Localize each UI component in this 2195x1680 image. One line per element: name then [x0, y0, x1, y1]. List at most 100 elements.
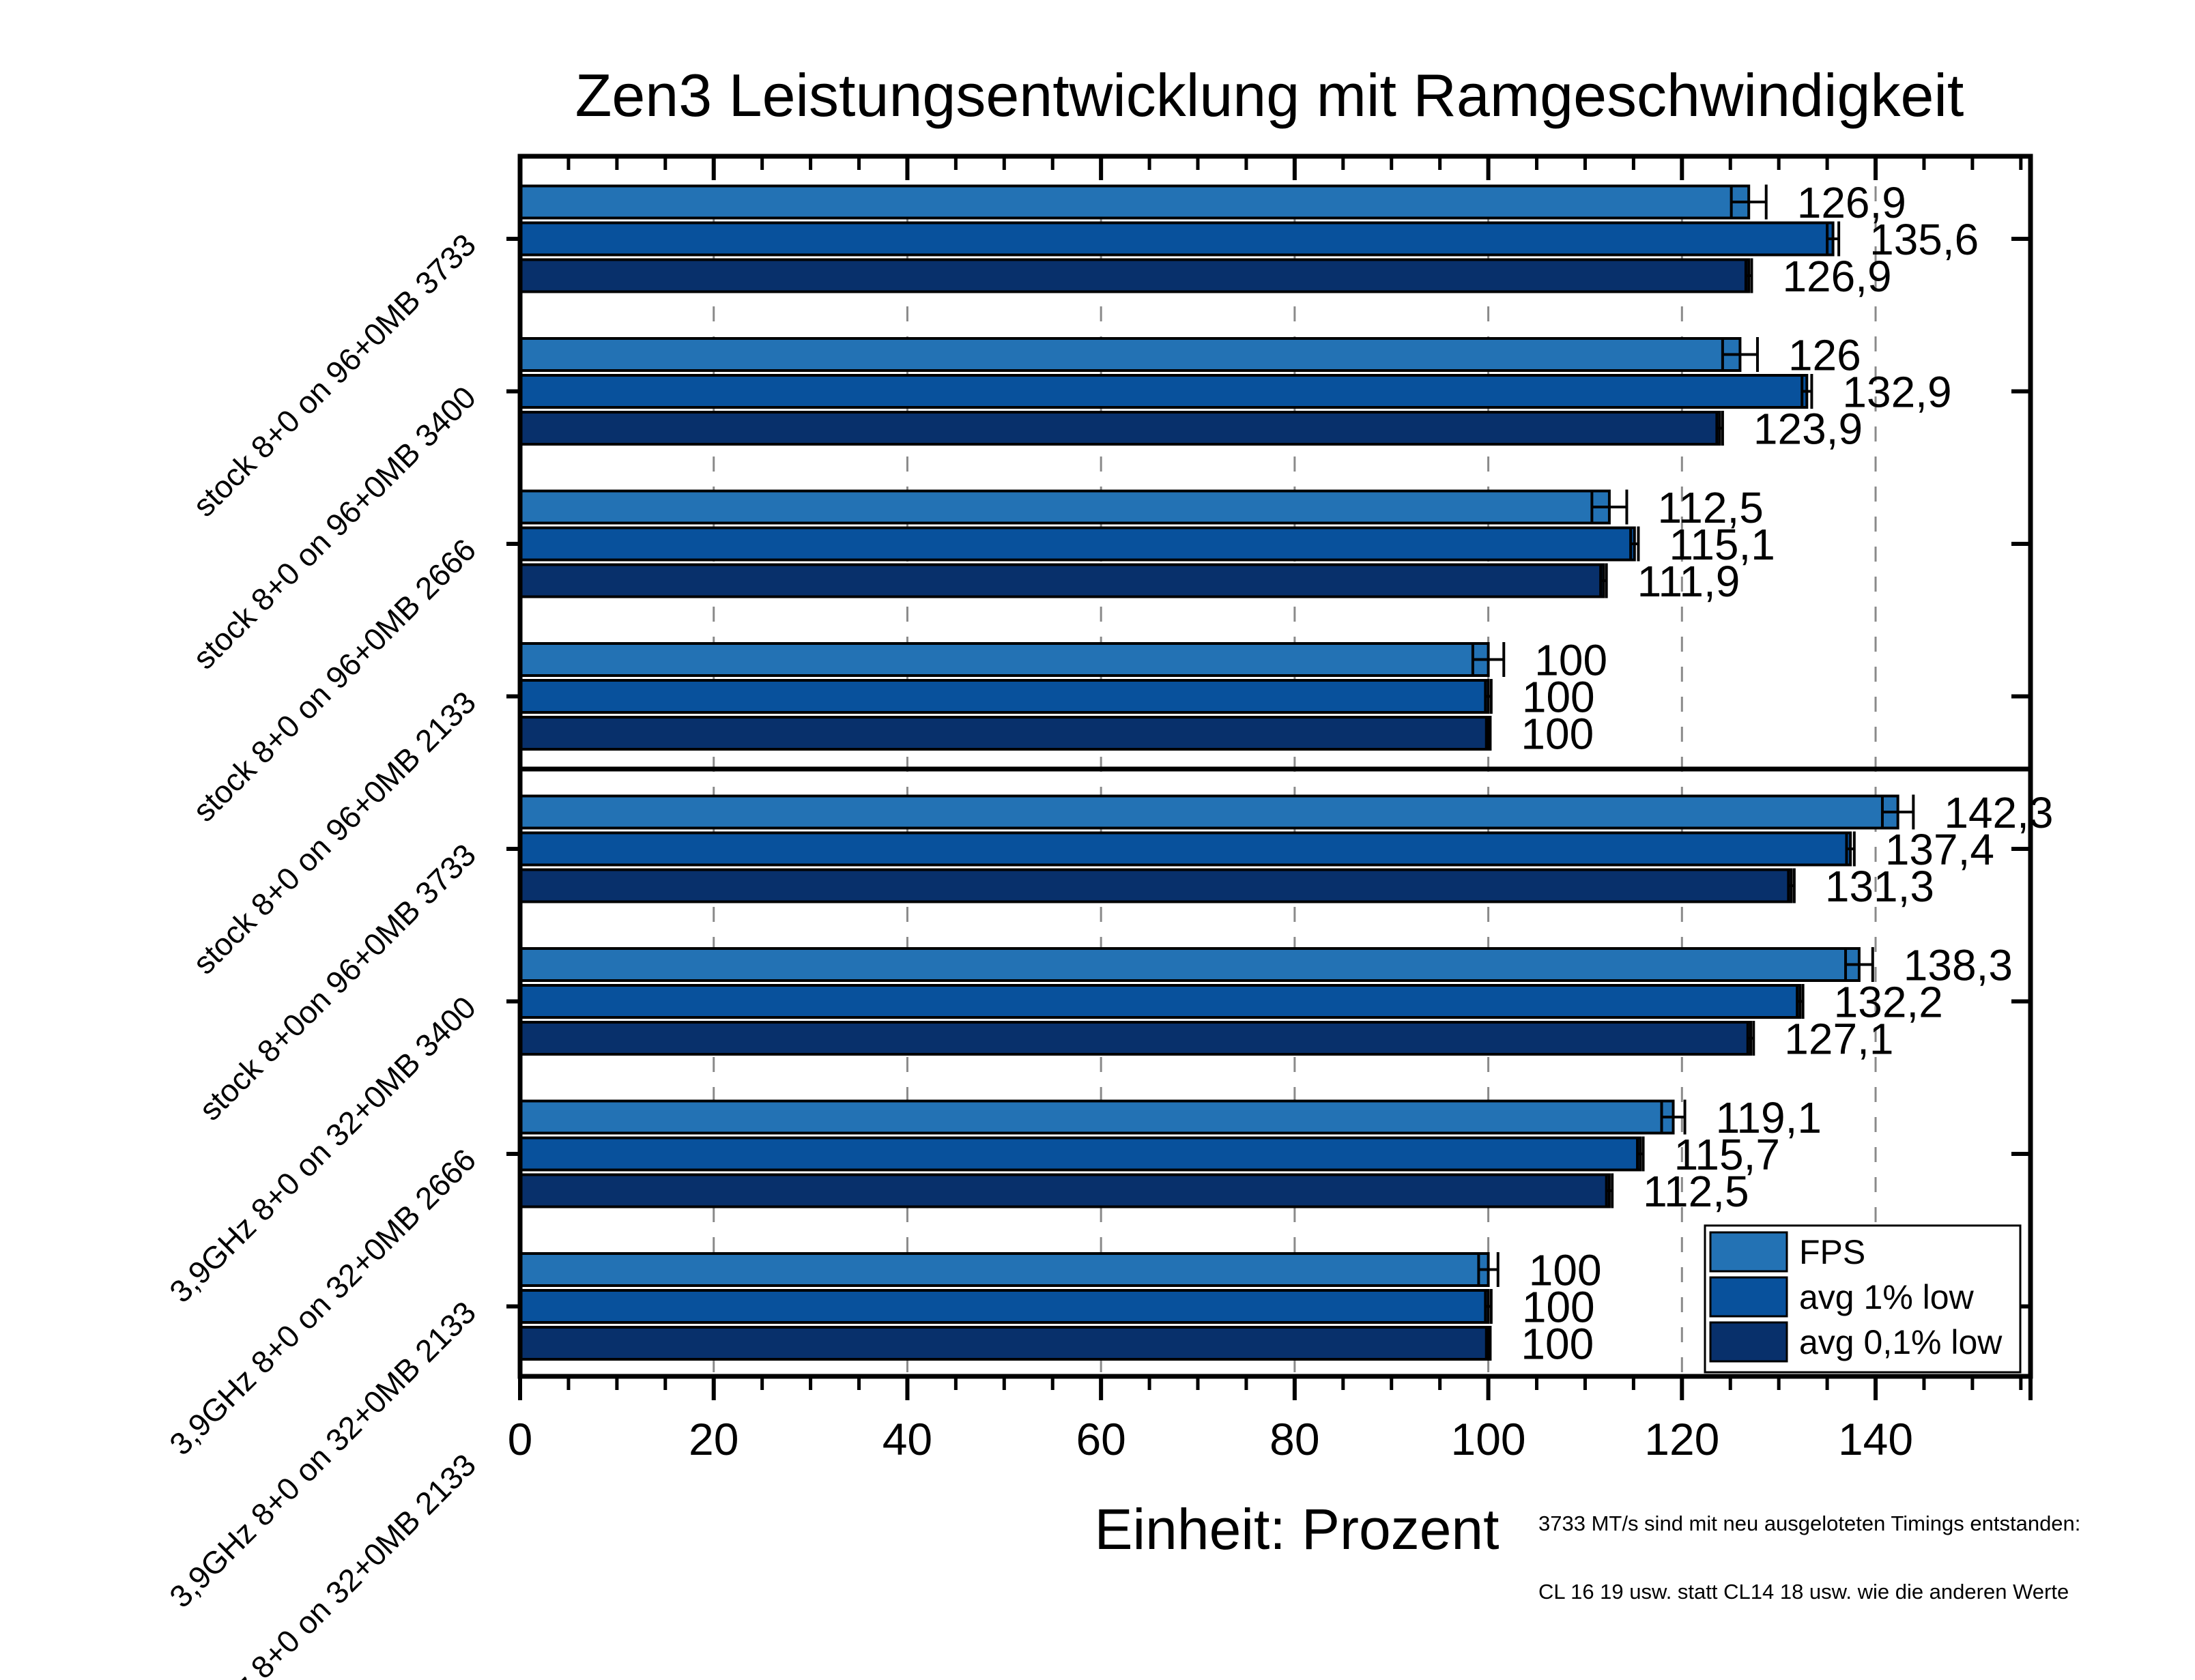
bar: [519, 411, 1721, 446]
error-bar: [1730, 184, 1768, 220]
data-label: 100: [1522, 1283, 1595, 1332]
legend-item: FPS: [1709, 1231, 1865, 1273]
legend-item: avg 1% low: [1709, 1276, 1975, 1318]
bar: [519, 563, 1605, 598]
data-label: 115,1: [1669, 520, 1775, 569]
data-label: 119,1: [1716, 1093, 1822, 1142]
x-tick-label: 0: [508, 1414, 533, 1464]
data-label: 126: [1788, 331, 1861, 380]
data-label: 111,9: [1637, 557, 1740, 606]
bar: [519, 642, 1490, 677]
bar: [519, 221, 1835, 257]
data-label: 132,2: [1834, 978, 1943, 1027]
category-label: stock 8+0 on 96+0MB 3400: [186, 379, 483, 676]
bar: [519, 1289, 1490, 1324]
bar: [519, 984, 1802, 1019]
bar: [519, 947, 1861, 982]
data-label: 100: [1521, 1320, 1594, 1369]
error-bar: [1826, 221, 1841, 257]
axes: 0 20 40 60 80 100 120 140: [506, 154, 2033, 1464]
error-bar: [1636, 1136, 1645, 1172]
legend-item: avg 0,1% low: [1709, 1321, 2003, 1363]
error-bar: [1599, 563, 1608, 598]
x-tick-label: 120: [1644, 1414, 1719, 1464]
legend-label: avg 0,1% low: [1799, 1323, 2003, 1361]
error-bar: [1844, 947, 1874, 982]
data-label: 126,9: [1797, 178, 1906, 227]
value-labels: 126,9135,6126,9126132,9123,9112,5115,111…: [1521, 178, 2053, 1369]
category-label: 3,9GHz 8+0 on 32+0MB 2133: [162, 1294, 483, 1614]
data-label: 126,9: [1782, 252, 1891, 301]
category-label: 3,9GHz 8+0 on 32+0MB 3400: [162, 989, 483, 1309]
x-tick-label: 140: [1838, 1414, 1913, 1464]
error-bar: [1715, 411, 1724, 446]
plot-frame: [517, 154, 2033, 1379]
data-label: 100: [1521, 710, 1594, 759]
error-bar: [1746, 1021, 1755, 1056]
bar: [519, 184, 1751, 220]
legend-swatch: [1709, 1276, 1788, 1318]
error-bar: [1744, 258, 1753, 293]
data-label: 135,6: [1869, 215, 1979, 264]
annotation-line-1: 3733 MT/s sind mit neu ausgeloteten Timi…: [1538, 1511, 2080, 1535]
bar: [519, 337, 1742, 372]
error-bar: [1721, 337, 1759, 372]
category-label: 3,9GHz 8+0 on 32+0MB 2666: [162, 1142, 483, 1462]
data-label: 112,5: [1643, 1167, 1749, 1216]
x-tick-label: 40: [883, 1414, 932, 1464]
data-label: 123,9: [1753, 405, 1863, 454]
error-bar: [1484, 1326, 1492, 1361]
error-bar: [1484, 716, 1492, 751]
legend-swatch: [1709, 1321, 1788, 1363]
category-label: stock 8+0 on 96+0MB 2666: [186, 532, 483, 828]
error-bar: [1801, 374, 1813, 409]
error-bar: [1880, 794, 1915, 830]
error-bar: [1660, 1099, 1687, 1135]
error-bar: [1484, 1289, 1493, 1324]
bar: [519, 1252, 1490, 1287]
chart-title: Zen3 Leistungsentwicklung mit Ramgeschwi…: [575, 61, 1964, 129]
data-label: 142,3: [1944, 788, 2053, 837]
data-label: 137,4: [1885, 825, 1994, 874]
error-bar: [1484, 679, 1493, 714]
legend-label: avg 1% low: [1799, 1278, 1975, 1316]
data-label: 112,5: [1657, 483, 1763, 532]
legend: FPS avg 1% low avg 0,1% low: [1704, 1224, 2022, 1374]
data-label: 138,3: [1904, 941, 2013, 990]
bars: [519, 184, 1915, 1361]
bar: [519, 868, 1793, 903]
x-tick-label: 80: [1269, 1414, 1319, 1464]
error-bar: [1590, 489, 1629, 525]
data-label: 127,1: [1784, 1015, 1893, 1064]
bar: [519, 1173, 1611, 1208]
data-label: 100: [1534, 636, 1607, 685]
data-label: 131,3: [1825, 862, 1934, 911]
data-label: 100: [1522, 673, 1595, 722]
bar: [519, 374, 1809, 409]
x-tick-label: 60: [1076, 1414, 1125, 1464]
annotation-line-2: CL 16 19 usw. statt CL14 18 usw. wie die…: [1538, 1580, 2069, 1604]
error-bar: [1477, 1252, 1500, 1287]
grid-lines: [713, 156, 1877, 1376]
data-label: 115,7: [1674, 1130, 1780, 1179]
category-label: stock 8+0 on 96+0MB 3733: [186, 227, 483, 523]
x-tick-label: 20: [689, 1414, 738, 1464]
bar: [519, 489, 1611, 525]
x-tick-label: 100: [1451, 1414, 1526, 1464]
category-label: stock 8+0on 96+0MB 3733: [192, 837, 483, 1127]
bar: [519, 526, 1636, 562]
x-axis-title: Einheit: Prozent: [1094, 1497, 1499, 1561]
error-bar: [1845, 831, 1856, 867]
data-label: 132,9: [1842, 368, 1951, 417]
bar: [519, 794, 1899, 830]
data-label: 100: [1529, 1246, 1602, 1295]
category-label: stock 8+0 on 96+0MB 2133: [186, 684, 483, 981]
bar: [519, 1021, 1753, 1056]
bar: [519, 831, 1852, 867]
bar: [519, 679, 1490, 714]
error-bar: [1796, 984, 1805, 1019]
error-bar: [1787, 868, 1796, 903]
legend-swatch: [1709, 1231, 1788, 1273]
